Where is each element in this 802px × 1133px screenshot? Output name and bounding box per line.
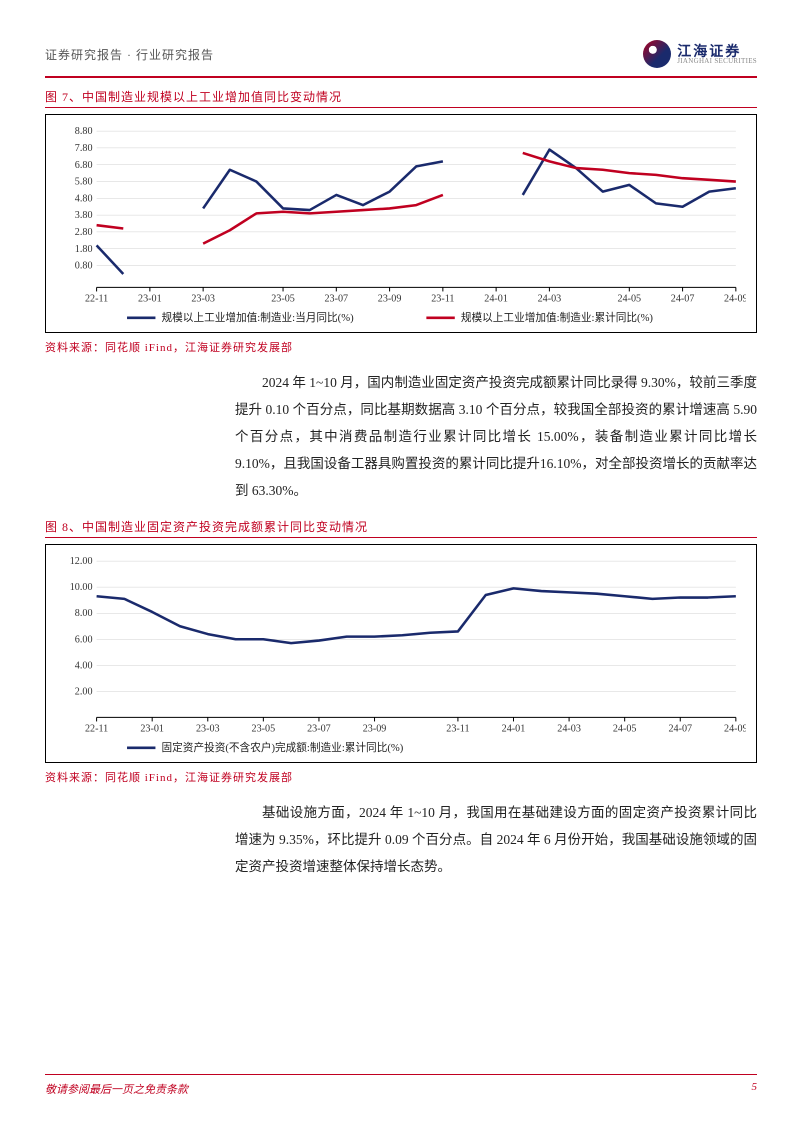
svg-text:23-05: 23-05 — [252, 724, 276, 735]
svg-text:22-11: 22-11 — [85, 294, 108, 305]
svg-text:固定资产投资(不含农户)完成额:制造业:累计同比(%): 固定资产投资(不含农户)完成额:制造业:累计同比(%) — [162, 741, 404, 754]
svg-text:4.00: 4.00 — [75, 660, 93, 671]
figure-8-svg: 2.00 4.00 6.00 8.00 10.00 12.00 22-11 23-01 23-0… — [56, 553, 746, 756]
svg-text:24-09: 24-09 — [724, 724, 746, 735]
figure-8-source: 资料来源：同花顺 iFind，江海证券研究发展部 — [45, 769, 757, 785]
svg-text:23-07: 23-07 — [307, 724, 331, 735]
brand: 江海证券 JIANGHAI SECURITIES — [643, 40, 757, 68]
svg-text:3.80: 3.80 — [75, 210, 93, 221]
svg-text:22-11: 22-11 — [85, 724, 108, 735]
breadcrumb: 证券研究报告 · 行业研究报告 — [45, 46, 214, 63]
figure-7-chart: 0.80 1.80 2.80 3.80 4.80 5.80 6.80 7.80 8.80 22-1… — [45, 114, 757, 333]
svg-text:23-09: 23-09 — [363, 724, 387, 735]
svg-text:24-01: 24-01 — [502, 724, 526, 735]
svg-text:8.00: 8.00 — [75, 608, 93, 619]
svg-text:规模以上工业增加值:制造业:累计同比(%): 规模以上工业增加值:制造业:累计同比(%) — [461, 311, 654, 324]
svg-text:24-09: 24-09 — [724, 294, 746, 305]
brand-name-en: JIANGHAI SECURITIES — [677, 58, 757, 65]
footer-page-number: 5 — [752, 1081, 758, 1097]
svg-text:24-03: 24-03 — [538, 294, 562, 305]
svg-text:8.80: 8.80 — [75, 126, 93, 137]
svg-text:7.80: 7.80 — [75, 143, 93, 154]
figure-8-rule — [45, 537, 757, 538]
svg-text:24-05: 24-05 — [617, 294, 641, 305]
svg-text:5.80: 5.80 — [75, 177, 93, 188]
header-rule — [45, 76, 757, 78]
svg-text:6.00: 6.00 — [75, 634, 93, 645]
figure-8-title: 图 8、中国制造业固定资产投资完成额累计同比变动情况 — [45, 518, 757, 535]
brand-text: 江海证券 JIANGHAI SECURITIES — [677, 44, 757, 65]
svg-text:23-05: 23-05 — [271, 294, 295, 305]
svg-text:12.00: 12.00 — [70, 556, 93, 567]
svg-text:24-07: 24-07 — [671, 294, 695, 305]
footer-disclaimer: 敬请参阅最后一页之免责条款 — [45, 1081, 188, 1097]
svg-text:4.80: 4.80 — [75, 193, 93, 204]
svg-text:2.00: 2.00 — [75, 686, 93, 697]
svg-text:23-07: 23-07 — [325, 294, 349, 305]
svg-text:2.80: 2.80 — [75, 227, 93, 238]
svg-text:0.80: 0.80 — [75, 261, 93, 272]
svg-text:23-11: 23-11 — [446, 724, 469, 735]
page-header: 证券研究报告 · 行业研究报告 江海证券 JIANGHAI SECURITIES — [45, 40, 757, 68]
svg-text:24-07: 24-07 — [668, 724, 692, 735]
body-paragraph-1: 2024 年 1~10 月，国内制造业固定资产投资完成额累计同比录得 9.30%… — [235, 369, 757, 504]
svg-text:24-01: 24-01 — [484, 294, 508, 305]
svg-text:23-01: 23-01 — [140, 724, 164, 735]
figure-7-svg: 0.80 1.80 2.80 3.80 4.80 5.80 6.80 7.80 8.80 22-1… — [56, 123, 746, 326]
svg-text:24-05: 24-05 — [613, 724, 637, 735]
svg-text:10.00: 10.00 — [70, 582, 93, 593]
figure-8-chart: 2.00 4.00 6.00 8.00 10.00 12.00 22-11 23-01 23-0… — [45, 544, 757, 763]
figure-7-rule — [45, 107, 757, 108]
figure-7-source: 资料来源：同花顺 iFind，江海证券研究发展部 — [45, 339, 757, 355]
page-footer: 敬请参阅最后一页之免责条款 5 — [45, 1074, 757, 1097]
body-paragraph-2: 基础设施方面，2024 年 1~10 月，我国用在基础建设方面的固定资产投资累计… — [235, 799, 757, 880]
svg-text:23-11: 23-11 — [431, 294, 454, 305]
svg-text:23-03: 23-03 — [191, 294, 215, 305]
svg-text:23-09: 23-09 — [378, 294, 402, 305]
brand-name-cn: 江海证券 — [677, 44, 757, 58]
svg-text:规模以上工业增加值:制造业:当月同比(%): 规模以上工业增加值:制造业:当月同比(%) — [162, 311, 355, 324]
svg-text:24-03: 24-03 — [557, 724, 581, 735]
svg-text:23-03: 23-03 — [196, 724, 220, 735]
svg-text:23-01: 23-01 — [138, 294, 162, 305]
brand-logo-icon — [643, 40, 671, 68]
figure-7-title: 图 7、中国制造业规模以上工业增加值同比变动情况 — [45, 88, 757, 105]
svg-text:6.80: 6.80 — [75, 160, 93, 171]
svg-text:1.80: 1.80 — [75, 244, 93, 255]
